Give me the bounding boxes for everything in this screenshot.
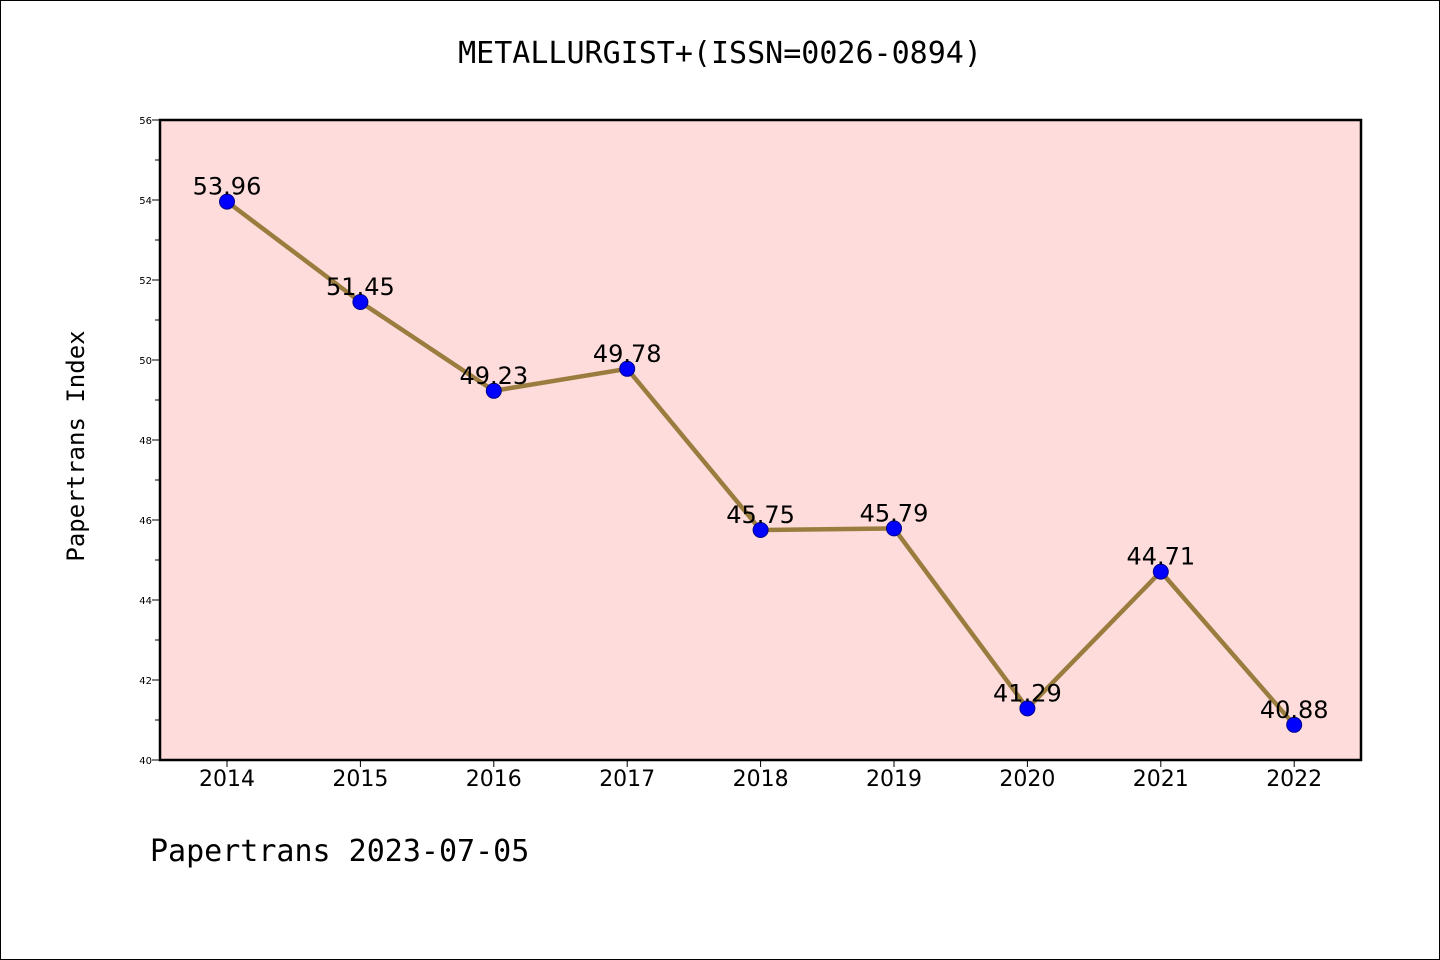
data-label: 51.45: [326, 273, 395, 301]
data-point: [485, 382, 502, 399]
x-tick-label: 2017: [599, 767, 655, 792]
y-tick-label: 46: [139, 516, 152, 527]
data-labels-group: 53.96 51.45 49.23 49.78 45.75 45.79 41.29 44.71…: [193, 173, 1329, 724]
y-tick-label: 54: [139, 196, 152, 207]
y-axis: 40 42 44 46 48 50 52 54 56: [139, 116, 160, 767]
x-tick-label: 2014: [199, 767, 255, 792]
y-tick-label: 48: [139, 436, 152, 447]
y-tick-label: 42: [139, 676, 152, 687]
data-point: [619, 360, 636, 377]
data-label: 41.29: [993, 679, 1062, 707]
data-label: 45.79: [860, 499, 929, 527]
data-label: 40.88: [1260, 696, 1329, 724]
data-point: [1152, 563, 1169, 580]
x-axis: 2014 2015 2016 2017 2018 2019 2020 2021 2022: [199, 760, 1322, 792]
y-tick-label: 56: [139, 116, 152, 127]
data-point: [886, 520, 902, 537]
data-point: [1019, 700, 1036, 717]
data-label: 45.75: [726, 501, 795, 529]
chart-title: METALLURGIST+(ISSN=0026-0894): [458, 36, 982, 71]
y-tick-label: 44: [139, 596, 152, 607]
plot-area: [160, 120, 1361, 760]
x-tick-label: 2021: [1133, 767, 1189, 792]
data-label: 49.23: [459, 362, 528, 390]
x-tick-label: 2018: [733, 767, 789, 792]
data-label: 49.78: [593, 340, 662, 368]
data-point: [1286, 716, 1303, 733]
x-tick-label: 2020: [999, 767, 1055, 792]
y-tick-label: 50: [139, 356, 152, 367]
x-tick-label: 2016: [466, 767, 522, 792]
data-point: [752, 522, 769, 538]
x-tick-label: 2019: [866, 767, 922, 792]
footer-text: Papertrans 2023-07-05: [150, 834, 530, 869]
y-tick-label: 40: [139, 756, 152, 767]
series-group: [219, 193, 1303, 733]
x-tick-label: 2015: [332, 767, 388, 792]
plot-border: [158, 118, 1363, 762]
x-tick-label: 2022: [1266, 767, 1322, 792]
data-label: 53.96: [193, 173, 262, 201]
y-tick-label: 52: [139, 276, 152, 287]
data-label: 44.71: [1126, 543, 1195, 571]
data-point: [219, 193, 235, 210]
data-point: [352, 294, 369, 310]
